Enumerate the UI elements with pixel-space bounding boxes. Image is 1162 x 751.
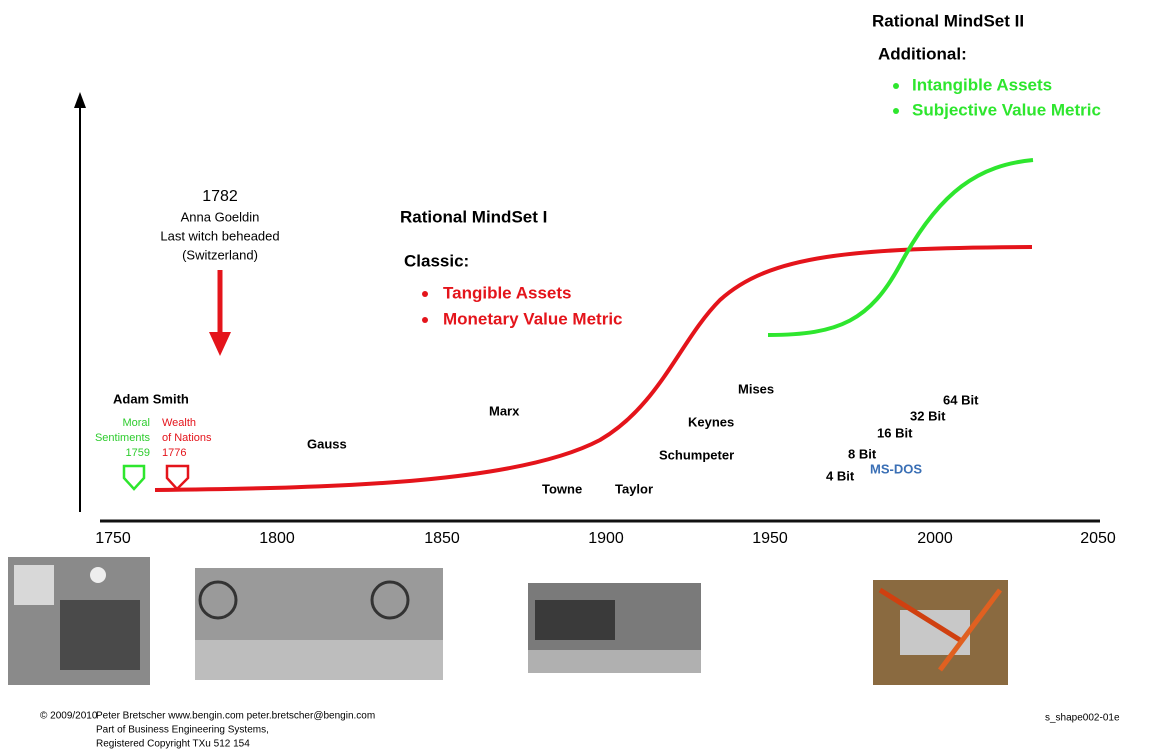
year-label: 1750 (95, 530, 131, 547)
mindset-item: Tangible Assets (443, 283, 571, 302)
mindset-item: Subjective Value Metric (912, 100, 1101, 119)
mindset-subtitle: Classic: (404, 251, 469, 270)
footer-text: Peter Bretscher www.bengin.com peter.bre… (96, 711, 375, 722)
year-label: 1850 (424, 530, 460, 547)
bullet (893, 83, 899, 89)
photo (8, 557, 150, 685)
event-text: (Switzerland) (182, 247, 258, 262)
book-text: of Nations (162, 432, 212, 444)
photo (528, 583, 701, 673)
moral-marker (124, 466, 144, 489)
computing: 64 Bit 32 Bit 16 Bit 8 Bit 4 Bit MS-DOS (826, 392, 979, 483)
axis-labels: 1750 1800 1850 1900 1950 2000 2050 (95, 530, 1116, 547)
computing-label: 32 Bit (910, 408, 946, 423)
names: Gauss Marx Towne Taylor Schumpeter Keyne… (307, 381, 774, 496)
mindset-title: Rational MindSet I (400, 207, 547, 226)
book-text: 1776 (162, 447, 186, 459)
mindset-subtitle: Additional: (878, 44, 967, 63)
footer-text: Part of Business Engineering Systems, (96, 725, 269, 736)
event-arrowhead (209, 332, 231, 356)
year-label: 1950 (752, 530, 788, 547)
person-name: Mises (738, 381, 774, 396)
footer-code: s_shape002-01e (1045, 713, 1120, 724)
bullet (422, 317, 428, 323)
person-name: Taylor (615, 481, 653, 496)
book-text: 1759 (126, 447, 150, 459)
person-name: Marx (489, 403, 520, 418)
computing-label: 8 Bit (848, 446, 877, 461)
computing-label: 64 Bit (943, 392, 979, 407)
computing-label: 4 Bit (826, 468, 855, 483)
footer-text: Registered Copyright TXu 512 154 (96, 739, 250, 750)
year-label: 1900 (588, 530, 624, 547)
book-text: Moral (122, 417, 150, 429)
axis-arrow (74, 92, 86, 108)
photo (873, 580, 1008, 685)
person-name: Gauss (307, 436, 347, 451)
mindset-item: Intangible Assets (912, 75, 1052, 94)
book-text: Wealth (162, 417, 196, 429)
year-label: 2050 (1080, 530, 1116, 547)
event-year: 1782 (202, 188, 238, 205)
person-name: Schumpeter (659, 447, 734, 462)
event-text: Last witch beheaded (160, 228, 279, 243)
event-text: Anna Goeldin (181, 209, 260, 224)
mindset-item: Monetary Value Metric (443, 309, 623, 328)
footer: © 2009/2010 Peter Bretscher www.bengin.c… (40, 711, 1120, 750)
bullet (422, 291, 428, 297)
footer-text: © 2009/2010 (40, 711, 98, 722)
computing-label: 16 Bit (877, 425, 913, 440)
diagram: 1750 1800 1850 1900 1950 2000 2050 Ratio… (0, 0, 1162, 751)
red-curve (155, 247, 1032, 490)
book-text: Sentiments (95, 432, 151, 444)
person-name: Adam Smith (113, 391, 189, 406)
wealth-of-nations: Wealth of Nations 1776 (162, 417, 212, 459)
wealth-marker (167, 466, 188, 489)
moral-sentiments: Moral Sentiments 1759 (95, 417, 151, 459)
photo (195, 568, 443, 680)
bullet (893, 108, 899, 114)
mindset-title: Rational MindSet II (872, 11, 1024, 30)
year-label: 1800 (259, 530, 295, 547)
computing-label: MS-DOS (870, 461, 922, 476)
year-label: 2000 (917, 530, 953, 547)
person-name: Keynes (688, 414, 734, 429)
person-name: Towne (542, 481, 582, 496)
